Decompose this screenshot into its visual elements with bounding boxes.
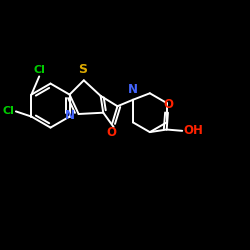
Text: N: N (128, 83, 138, 96)
Text: S: S (78, 64, 87, 76)
Text: O: O (106, 126, 116, 139)
Text: Cl: Cl (33, 65, 45, 75)
Text: O: O (163, 98, 173, 111)
Text: OH: OH (184, 124, 204, 137)
Text: Cl: Cl (3, 106, 14, 117)
Text: N: N (65, 109, 75, 122)
